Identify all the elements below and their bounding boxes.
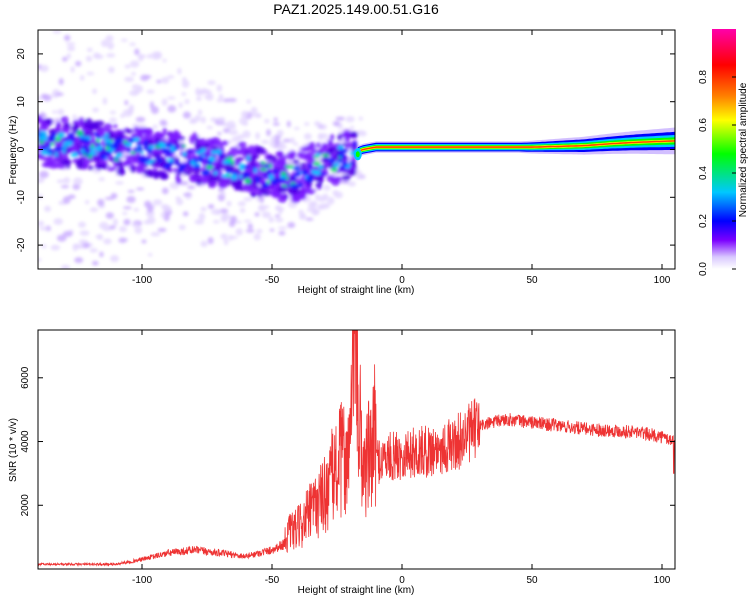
- colorbar-tick-label: 0.0: [698, 262, 709, 276]
- spectrogram-x-tick-label: 100: [654, 275, 671, 286]
- snr-x-label: Height of straight line (km): [298, 585, 415, 596]
- spectrogram-y-tick-label: -20: [16, 237, 27, 252]
- colorbar: 0.0 0.2 0.4 0.6 0.8 Normalized spectral ampl…: [698, 29, 749, 276]
- spectrogram-y-tick-label: 0: [16, 146, 27, 152]
- spectrogram-x-ticks: -100 -50 0 50 100: [132, 30, 671, 286]
- snr-x-tick-label: 0: [399, 575, 405, 586]
- snr-series-line: [38, 330, 675, 567]
- spectrogram-y-ticks: -20 -10 0 10 20: [16, 48, 675, 252]
- colorbar-tick-label: 0.4: [698, 166, 709, 180]
- colorbar-tick-label: 0.8: [698, 70, 709, 84]
- spectrogram-y-label: Frequency (Hz): [8, 116, 19, 185]
- snr-x-tick-label: -50: [265, 575, 280, 586]
- spectrogram-y-tick-label: 10: [16, 96, 27, 108]
- spectrogram-energy: [38, 30, 367, 269]
- snr-y-tick-label: 4000: [20, 430, 31, 453]
- colorbar-label: Normalized spectral amplitude: [738, 82, 749, 217]
- snr-x-tick-label: -100: [132, 575, 152, 586]
- snr-y-ticks: 2000 4000 6000: [20, 366, 675, 516]
- colorbar-tick-label: 0.2: [698, 214, 709, 228]
- spectrogram-heatmap: [38, 30, 675, 269]
- snr-panel: -100 -50 0 50 100 2000 4000 6000 Height of str…: [8, 329, 676, 596]
- spectrogram-x-tick-label: 0: [399, 275, 405, 286]
- snr-x-tick-label: 100: [654, 575, 671, 586]
- spectrogram-x-tick-label: -50: [265, 275, 280, 286]
- snr-frame: [37, 329, 676, 570]
- colorbar-gradient: [712, 29, 736, 269]
- spectrogram-tone-line: [353, 127, 675, 161]
- spectrogram-y-tick-label: -10: [16, 190, 27, 205]
- spectrogram-x-tick-label: 50: [526, 275, 538, 286]
- colorbar-ticks: 0.0 0.2 0.4 0.6 0.8: [698, 70, 736, 276]
- spectrogram-x-label: Height of straight line (km): [298, 285, 415, 296]
- snr-y-label: SNR (10 * v/v): [8, 418, 19, 482]
- snr-y-tick-label: 6000: [20, 366, 31, 389]
- chart-title: PAZ1.2025.149.00.51.G16: [273, 1, 439, 17]
- snr-y-tick-label: 2000: [20, 494, 31, 517]
- spectrogram-x-tick-label: -100: [132, 275, 152, 286]
- spectrogram-y-tick-label: 20: [16, 48, 27, 60]
- colorbar-tick-label: 0.6: [698, 118, 709, 132]
- snr-x-ticks: -100 -50 0 50 100: [132, 330, 671, 586]
- snr-x-tick-label: 50: [526, 575, 538, 586]
